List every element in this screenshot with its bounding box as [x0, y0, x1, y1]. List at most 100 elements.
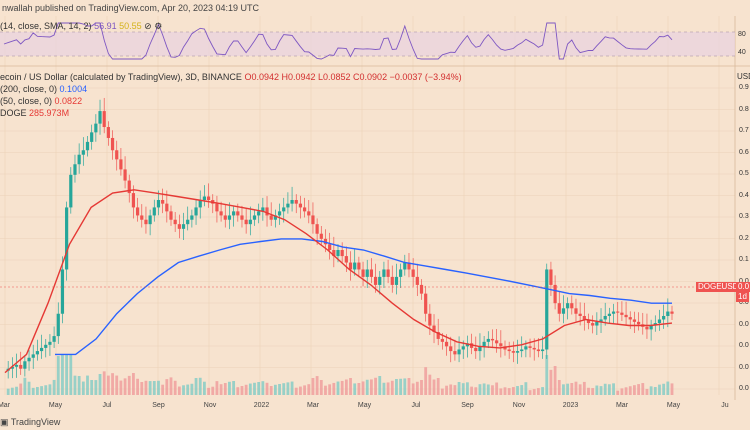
candle-body [607, 313, 611, 316]
candle-body [290, 200, 294, 204]
volume-bar [666, 381, 670, 395]
volume-bar [340, 380, 344, 395]
candle-body [599, 319, 603, 322]
volume-bar [328, 384, 332, 395]
y-tick-label: 0.3 [739, 213, 749, 220]
candle-body [219, 211, 223, 216]
volume-bar [557, 380, 561, 395]
volume-bar [90, 380, 94, 395]
candle-body [419, 284, 424, 294]
volume-bar [111, 373, 114, 395]
volume-bar [269, 386, 273, 395]
candle-body [449, 346, 453, 352]
footer-text: TradingView [10, 417, 61, 427]
volume-bar [361, 381, 365, 395]
candle-body [386, 269, 390, 277]
volume-bar [470, 386, 473, 395]
volume-bar [140, 382, 144, 395]
candle-body [98, 111, 102, 124]
volume-bar [261, 381, 265, 395]
volume-bar [315, 376, 319, 395]
volume-bar [15, 386, 18, 395]
candle-body [465, 343, 470, 347]
volume-bar [386, 382, 390, 395]
volume-bar [574, 381, 578, 395]
candle-body [181, 224, 186, 229]
candle-body [586, 319, 591, 324]
volume-bar [19, 383, 23, 395]
header-text: nwallah published on TradingView.com, Ap… [2, 3, 259, 13]
volume-bar [449, 384, 453, 395]
candle-body [461, 346, 465, 350]
candle-body [470, 343, 474, 348]
y-tick-label: 0.0 [739, 363, 749, 371]
legend-ma200: (200, close, 0) 0.1004 [0, 84, 87, 95]
candle-body [490, 338, 495, 341]
volume-bar [507, 388, 511, 395]
candle-body [637, 321, 641, 325]
volume-bar [307, 384, 311, 395]
candle-body [411, 269, 415, 277]
volume-bar [570, 383, 574, 395]
y-tick-label: 0.0 [739, 320, 749, 328]
volume-bar [148, 381, 152, 395]
volume-bar [94, 380, 98, 395]
volume-bar [48, 384, 52, 395]
volume-bar [194, 378, 198, 395]
y-tick-label: 0.2 [739, 234, 749, 242]
volume-bar [169, 377, 173, 395]
volume-bar [420, 380, 423, 395]
volume-bar [641, 383, 645, 395]
volume-bar [86, 375, 89, 395]
volume-bar [486, 384, 490, 395]
ma50-line [4, 189, 673, 374]
candle-body [670, 311, 674, 314]
volume-bar [299, 386, 302, 395]
candle-body [298, 203, 303, 208]
volume-bar [528, 390, 532, 395]
volume-bar [562, 384, 565, 395]
candle-body [286, 203, 290, 208]
rsi-level-40: 40 [738, 49, 746, 56]
rsi-ma-value: 50.55 [119, 21, 142, 31]
volume-bar [620, 388, 624, 395]
x-tick-label: Nov [203, 402, 217, 409]
candle-body [282, 207, 286, 212]
volume-bar [633, 385, 636, 395]
candle-body [540, 349, 545, 352]
volume-bar [445, 385, 448, 395]
volume-bar [40, 386, 43, 395]
volume-bar [428, 374, 432, 395]
candle-body [81, 150, 85, 155]
candle-body [136, 207, 140, 216]
rsi-panel [0, 22, 735, 60]
volume-bar [382, 382, 386, 395]
candle-body [595, 321, 599, 326]
candle-body [444, 341, 449, 347]
candle-body [478, 346, 482, 352]
legend-volume: DOGE 285.973M [0, 108, 69, 119]
candle-body [378, 276, 382, 285]
candle-body [244, 219, 248, 225]
volume-bar [378, 376, 382, 395]
candle-body [240, 215, 244, 220]
candle-body [48, 341, 52, 345]
candle-body [336, 250, 340, 257]
volume-bar [436, 378, 440, 395]
candle-body [657, 319, 662, 324]
volume-bar [228, 381, 231, 395]
symbol-price-tag: DOGEUSD [696, 282, 741, 292]
volume-bar [265, 382, 269, 395]
volume-bar [407, 378, 411, 395]
volume-bar [98, 374, 102, 395]
candle-body [428, 313, 432, 326]
candle-body [85, 141, 90, 151]
volume-bar [537, 388, 540, 395]
candle-body [148, 215, 152, 225]
legend-title-line: ecoin / US Dollar (calculated by Trading… [0, 72, 462, 83]
candle-body [357, 262, 361, 270]
volume-bar [541, 387, 544, 395]
candle-body [206, 196, 211, 201]
x-tick-label: Sep [461, 402, 474, 409]
